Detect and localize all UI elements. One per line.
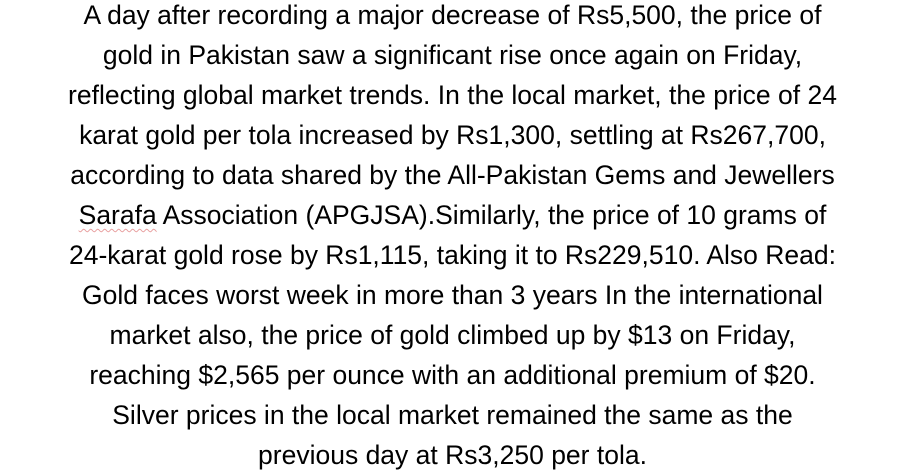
text-line: reflecting global market trends. In the … <box>68 80 837 110</box>
text-line: A day after recording a major decrease o… <box>83 0 822 30</box>
text-line: previous day at Rs3,250 per tola. <box>258 440 647 470</box>
text-line: Silver prices in the local market remain… <box>112 400 793 430</box>
text-line: karat gold per tola increased by Rs1,300… <box>79 120 826 150</box>
text-line: reaching $2,565 per ounce with an additi… <box>89 360 816 390</box>
text-line: 24-karat gold rose by Rs1,115, taking it… <box>69 240 836 270</box>
text-line: Sarafa Association (APGJSA).Similarly, t… <box>2 195 903 235</box>
text-line: market also, the price of gold climbed u… <box>109 320 796 350</box>
spellcheck-flagged-word[interactable]: Sarafa <box>78 200 157 230</box>
text-line: gold in Pakistan saw a significant rise … <box>102 40 803 70</box>
text-line: Gold faces worst week in more than 3 yea… <box>82 280 823 310</box>
text-line: according to data shared by the All-Paki… <box>70 160 835 190</box>
text-line-rest: Association (APGJSA).Similarly, the pric… <box>156 200 827 230</box>
